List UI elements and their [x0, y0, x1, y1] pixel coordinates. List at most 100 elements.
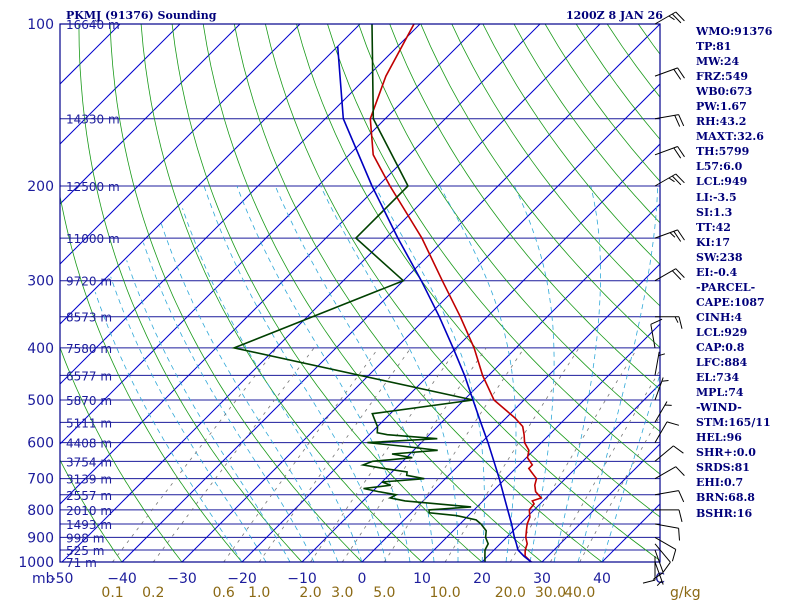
- wind-barb: [655, 316, 683, 329]
- mixing-ratio-line: [341, 347, 487, 562]
- wind-barb: [650, 318, 663, 348]
- time-title: 1200Z 8 JAN 26: [566, 9, 663, 22]
- isotherm-line: [541, 443, 660, 562]
- station-title: PKMJ (91376) Sounding: [66, 9, 217, 22]
- height-label: 14330 m: [66, 113, 120, 127]
- temp-tick-label: 10: [413, 571, 431, 587]
- dry-adiabat: [420, 24, 660, 349]
- index-item: STM:165/11: [696, 416, 771, 430]
- height-label: 2557 m: [66, 489, 112, 503]
- isotherm-line: [0, 0, 25, 573]
- wind-barb: [654, 466, 685, 480]
- pressure-tick-label: 300: [27, 274, 54, 290]
- height-label: 1493 m: [66, 518, 112, 532]
- temp-tick-label: 20: [473, 571, 491, 587]
- index-item: EL:734: [696, 371, 740, 385]
- wind-barb: [654, 401, 672, 423]
- temp-tick-label: −30: [167, 571, 197, 587]
- isotherm-line: [241, 143, 660, 562]
- index-item: MAXT:32.6: [696, 130, 764, 144]
- mixing-ratio-line: [152, 347, 315, 562]
- wind-barb: [654, 445, 684, 462]
- index-item: EI:-0.4: [696, 265, 738, 279]
- chart-profiles: [231, 24, 543, 562]
- mixing-ratio-label: 10.0: [430, 585, 461, 600]
- height-label: 525 m: [66, 544, 104, 558]
- height-label: 11000 m: [66, 232, 120, 246]
- wind-barb: [652, 549, 664, 580]
- index-item: KI:17: [696, 235, 731, 249]
- mixing-ratio-line: [579, 415, 660, 562]
- isotherm-line: [181, 83, 660, 562]
- pressure-tick-label: 500: [27, 393, 54, 409]
- index-item: SRDS:81: [696, 461, 750, 475]
- mixing-ratio-label: 20.0: [495, 585, 526, 600]
- index-item: -PARCEL-: [696, 280, 756, 294]
- temp-tick-label: −10: [287, 571, 317, 587]
- mixing-ratio-line: [550, 369, 660, 562]
- pressure-tick-label: 700: [27, 472, 54, 488]
- dry-adiabat: [358, 24, 660, 433]
- index-item: BSHR:16: [696, 506, 753, 520]
- moist-adiabat: [203, 185, 387, 562]
- mixing-ratio-unit: g/kg: [670, 585, 701, 600]
- height-label: 6577 m: [66, 369, 112, 383]
- isotherm-line: [60, 24, 301, 265]
- pressure-tick-label: 1000: [18, 555, 54, 571]
- index-item: -WIND-: [696, 401, 742, 415]
- mixing-ratio-label: 2.0: [299, 585, 321, 600]
- mixing-ratio-label: 5.0: [373, 585, 395, 600]
- dry-adiabat: [60, 459, 123, 562]
- temp-tick-label: 0: [358, 571, 367, 587]
- dry-adiabat: [296, 24, 660, 518]
- index-item: LI:-3.5: [696, 190, 737, 204]
- pressure-tick-label: 100: [27, 17, 54, 33]
- height-label: 3139 m: [66, 473, 112, 487]
- height-label: 5870 m: [66, 394, 112, 408]
- moist-adiabat: [143, 242, 315, 562]
- wind-barb: [654, 229, 685, 242]
- isotherm-line: [60, 24, 181, 145]
- moist-adiabat: [160, 223, 339, 562]
- temp-tick-label: -50: [51, 571, 74, 587]
- moist-adiabat: [514, 185, 555, 562]
- x-axis-unit: mb: [32, 571, 55, 587]
- temp-tick-label: −40: [107, 571, 137, 587]
- mixing-ratio-line: [383, 347, 525, 562]
- mixing-ratio-label: 30.0: [535, 585, 566, 600]
- moist-adiabat: [553, 185, 601, 562]
- index-item: WB0:673: [696, 85, 753, 99]
- index-item: CAPE:1087: [696, 295, 765, 309]
- temp-tick-label: 30: [533, 571, 551, 587]
- wind-barb: [654, 268, 685, 282]
- mixing-ratio-label: 40.0: [564, 585, 595, 600]
- height-label: 4408 m: [66, 437, 112, 451]
- index-item: L57:6.0: [696, 160, 743, 174]
- isotherm-line: [121, 24, 660, 562]
- wind-barbs: [642, 11, 685, 587]
- index-item: CAP:0.8: [696, 340, 745, 354]
- height-label: 8573 m: [66, 311, 112, 325]
- index-item: TH:5799: [696, 145, 750, 159]
- index-item: BRN:68.8: [696, 491, 755, 505]
- wind-barb: [654, 421, 680, 443]
- pressure-tick-label: 600: [27, 436, 54, 452]
- wind-barb: [654, 490, 685, 503]
- wind-barb: [654, 543, 671, 573]
- temp-unit-label: C: [655, 571, 665, 587]
- index-item: LCL:929: [696, 325, 748, 339]
- mixing-ratio-label: 0.2: [142, 585, 164, 600]
- wind-barb: [642, 556, 656, 584]
- index-item: FRZ:549: [696, 70, 749, 84]
- height-label: 998 m: [66, 531, 104, 545]
- mixing-ratio-line: [509, 347, 638, 562]
- height-label: 71 m: [66, 556, 97, 570]
- index-item: MW:24: [696, 55, 740, 69]
- parcel-profile: [336, 46, 532, 562]
- index-item: TT:42: [696, 220, 731, 234]
- moist-adiabat: [126, 260, 291, 562]
- index-item: CINH:4: [696, 310, 743, 324]
- wind-barb: [655, 509, 683, 523]
- wind-barb: [654, 377, 669, 401]
